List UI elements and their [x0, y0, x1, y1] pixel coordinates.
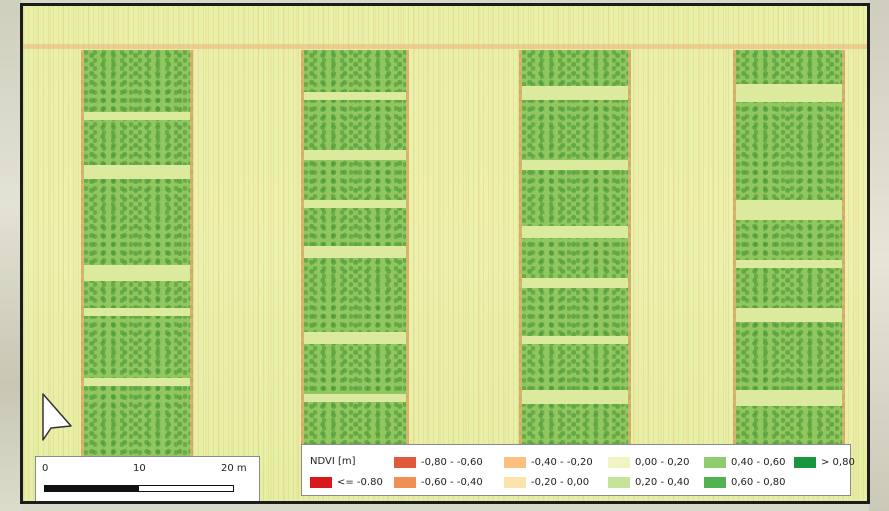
legend-item: 0,00 - 0,20	[608, 456, 690, 468]
legend-swatch	[704, 456, 726, 468]
plot-gap	[522, 226, 628, 238]
photo-backdrop-right	[869, 0, 889, 511]
legend-item: 0,40 - 0,60	[704, 456, 786, 468]
legend-label: -0,40 - -0,20	[531, 456, 593, 468]
scale-label-start: 0	[42, 463, 49, 474]
legend-swatch	[504, 456, 526, 468]
crop-plot-4	[733, 50, 845, 446]
plot-gap	[84, 165, 190, 179]
legend-item: -0,40 - -0,20	[504, 456, 593, 468]
plot-gap	[84, 378, 190, 386]
legend-item: -0,20 - 0,00	[504, 476, 589, 488]
legend-label: 0,40 - 0,60	[731, 456, 786, 468]
legend-label: > 0,80	[821, 456, 855, 468]
legend-item: > 0,80	[794, 456, 855, 468]
plot-gap	[304, 332, 406, 344]
north-arrow-icon	[42, 393, 72, 441]
plot-gap	[522, 160, 628, 170]
legend-swatch	[608, 476, 630, 488]
crop-plot-1	[81, 50, 193, 458]
legend-item: -0,60 - -0,40	[394, 476, 483, 488]
legend-swatch	[310, 476, 332, 488]
plot-gap	[84, 112, 190, 120]
legend-label: -0,60 - -0,40	[421, 476, 483, 488]
scale-bar: 0 10 20 m	[35, 456, 260, 501]
legend-title: NDVI [m]	[310, 456, 356, 467]
legend-item: -0,80 - -0,60	[394, 456, 483, 468]
plot-gap	[522, 278, 628, 288]
legend-swatch	[608, 456, 630, 468]
plot-gap	[736, 260, 842, 268]
plot-gap	[522, 86, 628, 100]
legend-swatch	[394, 456, 416, 468]
scale-bar-fill	[45, 486, 139, 491]
legend-swatch	[704, 476, 726, 488]
scale-label-mid: 10	[133, 463, 146, 474]
legend-label: -0,20 - 0,00	[531, 476, 590, 488]
plot-gap	[84, 265, 190, 281]
plot-gap	[304, 200, 406, 208]
legend-item: 0,20 - 0,40	[608, 476, 690, 488]
ndvi-legend: NDVI [m] <= -0.80 -0,80 - -0,60 -0,60 - …	[301, 444, 855, 496]
plot-gap	[736, 84, 842, 102]
legend-label: 0,20 - 0,40	[635, 476, 690, 488]
plot-gap	[522, 336, 628, 344]
legend-label: -0,80 - -0,60	[421, 456, 483, 468]
plot-gap	[736, 308, 842, 322]
legend-swatch	[794, 456, 816, 468]
map-frame: 0 10 20 m NDVI [m] <= -0.80 -0,80 - -0,6…	[20, 3, 870, 504]
photo-backdrop-left	[0, 0, 22, 511]
legend-label: <= -0.80	[337, 476, 383, 488]
plot-gap	[304, 394, 406, 402]
legend-item: 0,60 - 0,80	[704, 476, 786, 488]
legend-label: 0,00 - 0,20	[635, 456, 690, 468]
plot-gap	[84, 308, 190, 316]
plot-gap	[304, 150, 406, 160]
legend-label: 0,60 - 0,80	[731, 476, 786, 488]
plot-gap	[736, 200, 842, 220]
crop-plot-3	[519, 50, 631, 448]
scale-bar-graphic	[44, 485, 234, 492]
plot-gap	[736, 390, 842, 406]
scale-label-end: 20 m	[221, 463, 247, 474]
plot-gap	[304, 92, 406, 100]
ndvi-map-canvas[interactable]: 0 10 20 m NDVI [m] <= -0.80 -0,80 - -0,6…	[23, 6, 867, 501]
plot-gap	[304, 246, 406, 258]
legend-swatch	[394, 476, 416, 488]
field-edge-strip	[23, 44, 867, 49]
crop-plot-2	[301, 50, 409, 448]
legend-swatch	[504, 476, 526, 488]
legend-item: <= -0.80	[310, 476, 383, 488]
plot-gap	[522, 390, 628, 404]
